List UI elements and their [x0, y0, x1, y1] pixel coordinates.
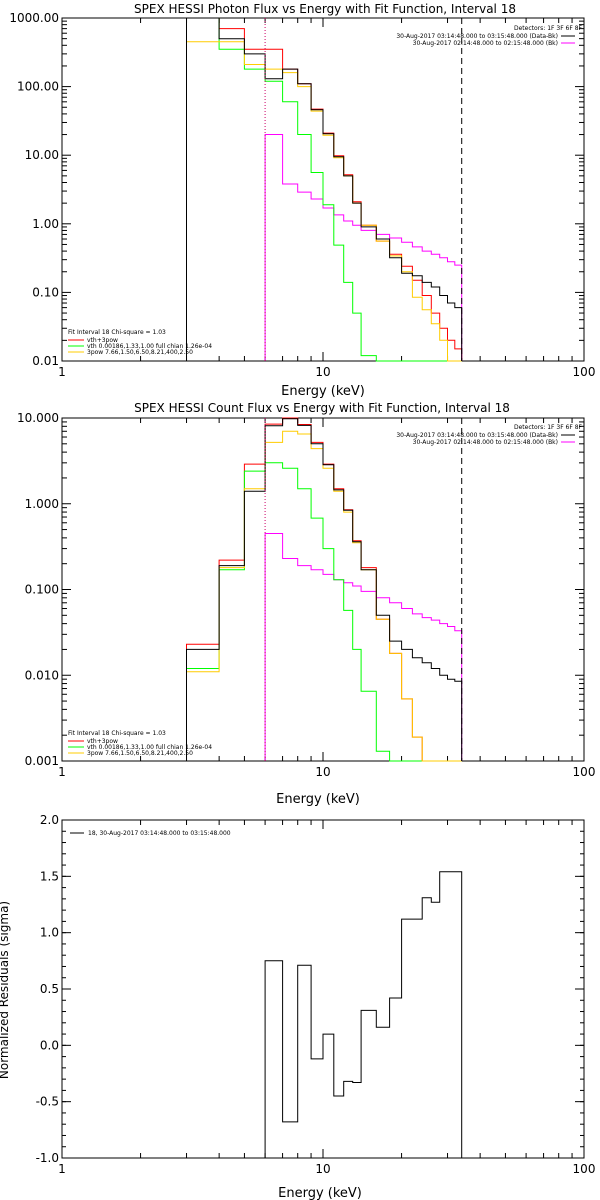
- panel3-xtick-label-2: 100: [573, 1162, 596, 1176]
- panel2-ytick-label-4: 10.000: [17, 411, 59, 425]
- panel1-detectors: Detectors: 1F 3F 6F 8F: [514, 25, 583, 32]
- panel1-series-vth: [186, 17, 462, 362]
- panel2-header-legend-2: 30-Aug-2017 02:14:48.000 to 02:15:48.000…: [413, 439, 558, 446]
- panel1-fit-legend-label-3: 3pow 7.66,1.50,6.50,8.21,400,2.50: [87, 349, 193, 356]
- panel3-xtick-label-1: 10: [315, 1162, 330, 1176]
- panel1-fit-legend: Fit Interval 18 Chi-square = 1.03 vth+3p…: [68, 329, 212, 356]
- panel3-ytick-label-5: 1.5: [40, 869, 59, 883]
- panel1-series-vth-3pow: [186, 17, 463, 361]
- panel1-header: Detectors: 1F 3F 6F 8F: [514, 25, 583, 32]
- panel2-fit-legend-label-1: vth+3pow: [87, 738, 118, 745]
- panel1-fit-legend-header: Fit Interval 18 Chi-square = 1.03: [68, 329, 166, 336]
- panel1-xtick-label-0: 1: [58, 365, 66, 379]
- count-flux-panel: SPEX HESSI Count Flux vs Energy with Fit…: [17, 401, 595, 807]
- panel1-series: [186, 17, 463, 362]
- residuals-panel: 1 10 100 -1.0 -0.5 0.0 0.5 1.0 1.5 2.0 18, 30-Aug…: [0, 813, 595, 1200]
- panel1-series-bk: [264, 134, 463, 361]
- panel2-xtick-label-2: 100: [573, 765, 596, 779]
- panel2-ytick-label-1: 0.010: [25, 668, 59, 682]
- panel1-ytick-label-3: 10.00: [25, 148, 59, 162]
- panel3-plot-area: [61, 819, 585, 1159]
- panel3-ytick-label-0: -1.0: [36, 1151, 59, 1165]
- panel1-series-3pow: [186, 41, 462, 362]
- panel3-ylabel: Normalized Residuals (sigma): [0, 901, 11, 1079]
- panel2-fit-legend-label-2: vth 0.00186,1.33,1.00 full chian 1.26e-0…: [87, 744, 212, 751]
- panel1-ytick-label-4: 100.00: [17, 80, 59, 94]
- panel3-ytick-label-1: -0.5: [36, 1095, 59, 1109]
- panel2-header-legend-1: 30-Aug-2017 03:14:48.000 to 03:15:48.000…: [396, 432, 558, 439]
- panel2-series: [186, 417, 463, 762]
- panel3-xlabel: Energy (keV): [278, 1186, 362, 1200]
- panel2-series-3pow: [186, 430, 462, 762]
- panel1-xtick-label-2: 100: [573, 365, 596, 379]
- panel3-ytick-label-2: 0.0: [40, 1038, 59, 1052]
- panel2-ytick-label-0: 0.001: [25, 754, 59, 768]
- panel3-legend-label: 18, 30-Aug-2017 03:14:48.000 to 03:15:48…: [88, 830, 231, 837]
- panel2-ytick-label-3: 1.000: [25, 497, 59, 511]
- panel1-series-data-bk: [186, 17, 463, 361]
- panel1-ytick-label-0: 0.01: [32, 354, 59, 368]
- panel2-ytick-label-2: 0.100: [25, 583, 59, 597]
- panel2-header: Detectors: 1F 3F 6F 8F: [514, 424, 583, 431]
- photon-flux-panel: SPEX HESSI Photon Flux vs Energy with Fi…: [9, 2, 595, 399]
- panel1-xlabel: Energy (keV): [281, 384, 365, 399]
- panel2-fit-legend-label-3: 3pow 7.66,1.50,6.50,8.21,400,2.50: [87, 750, 193, 757]
- panel1-ytick-label-2: 1.00: [32, 217, 59, 231]
- panel3-ytick-label-3: 0.5: [40, 982, 59, 996]
- panel1-ytick-label-1: 0.10: [32, 285, 59, 299]
- panel1-ticks: 1 10 100 0.01 0.10 1.00 10.00 100.00 1000.00: [9, 11, 595, 379]
- panel2-fit-legend-header: Fit Interval 18 Chi-square = 1.03: [68, 730, 166, 737]
- panel3-xtick-label-0: 1: [58, 1162, 66, 1176]
- panel3-series: [264, 871, 463, 1158]
- panel2-xtick-label-0: 1: [58, 765, 66, 779]
- panel2-detectors: Detectors: 1F 3F 6F 8F: [514, 424, 583, 431]
- panel2-title: SPEX HESSI Count Flux vs Energy with Fit…: [134, 401, 510, 415]
- panel1-fit-legend-label-1: vth+3pow: [87, 337, 118, 344]
- panel2-plot-area: [61, 417, 585, 762]
- panel2-xtick-label-1: 10: [315, 765, 330, 779]
- panel2-fit-legend: Fit Interval 18 Chi-square = 1.03 vth+3p…: [68, 730, 212, 757]
- panel3-ytick-label-6: 2.0: [40, 813, 59, 827]
- panel2-series-data-bk: [186, 418, 463, 761]
- panel2-series-vth: [186, 462, 462, 762]
- panel2-series-vth-3pow: [186, 417, 462, 762]
- panel1-xtick-label-1: 10: [315, 365, 330, 379]
- panel1-header-legend-2: 30-Aug-2017 02:14:48.000 to 02:15:48.000…: [413, 40, 558, 47]
- panel1-header-legend-1: 30-Aug-2017 03:14:48.000 to 03:15:48.000…: [396, 33, 558, 40]
- panel2-ticks: 1 10 100 0.001 0.010 0.100 1.000 10.000: [17, 411, 595, 779]
- panel1-header-legend: 30-Aug-2017 03:14:48.000 to 03:15:48.000…: [396, 33, 575, 47]
- panel2-header-legend: 30-Aug-2017 03:14:48.000 to 03:15:48.000…: [396, 432, 575, 446]
- panel2-xlabel: Energy (keV): [276, 792, 360, 807]
- panel3-series-18-30-aug-2017-03-14-48-000-to-03-15-48-000: [264, 871, 463, 1158]
- panel3-ytick-label-4: 1.0: [40, 926, 59, 940]
- panel1-ytick-label-5: 1000.00: [9, 11, 59, 25]
- panel1-title: SPEX HESSI Photon Flux vs Energy with Fi…: [134, 2, 516, 16]
- panel1-fit-legend-label-2: vth 0.00186,1.33,1.00 full chian 1.26e-0…: [87, 343, 212, 350]
- panel3-legend: 18, 30-Aug-2017 03:14:48.000 to 03:15:48…: [70, 830, 231, 837]
- panel3-ticks: 1 10 100 -1.0 -0.5 0.0 0.5 1.0 1.5 2.0: [36, 813, 596, 1176]
